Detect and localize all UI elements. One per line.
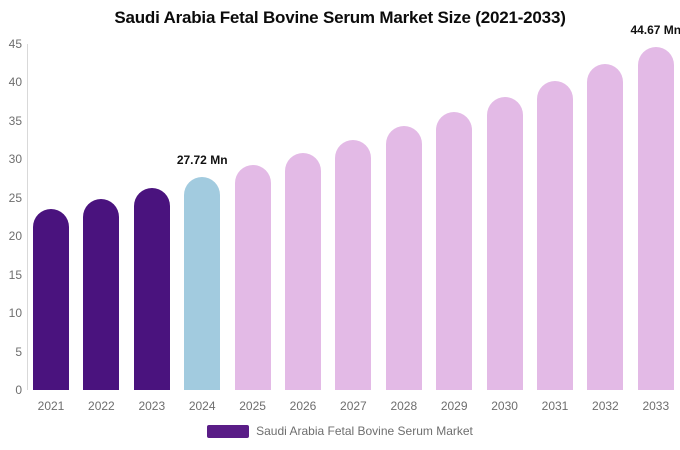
bar-2033[interactable]: [637, 46, 674, 390]
x-axis-label-2027: 2027: [340, 399, 367, 413]
bar-2029[interactable]: [436, 112, 473, 390]
legend-label: Saudi Arabia Fetal Bovine Serum Market: [256, 424, 473, 438]
x-axis-label-2024: 2024: [188, 399, 216, 413]
y-axis-tick-label-10: 10: [8, 306, 22, 321]
y-axis-tick-label-20: 20: [8, 229, 22, 244]
bar-2027[interactable]: [335, 140, 372, 390]
bar-2026[interactable]: [285, 153, 321, 390]
y-axis-tick-label-5: 5: [15, 344, 22, 359]
y-axis-tick-label-45: 45: [8, 37, 22, 51]
annotation-2024: 27.72 Mn: [176, 152, 228, 167]
x-axis-label-2023: 2023: [138, 399, 166, 413]
x-axis-label-2022: 2022: [88, 399, 115, 413]
y-axis-tick-label-0: 0: [15, 383, 22, 397]
x-axis-label-2028: 2028: [390, 399, 418, 413]
x-axis-label-2026: 2026: [289, 399, 317, 413]
y-axis-tick-label-25: 25: [8, 190, 22, 205]
bar-2023[interactable]: [133, 187, 170, 390]
y-axis-tick-label-15: 15: [8, 267, 22, 282]
y-axis-tick-label-35: 35: [8, 113, 22, 128]
x-axis-label-2031: 2031: [541, 399, 569, 413]
chart-title: Saudi Arabia Fetal Bovine Serum Market S…: [114, 8, 566, 27]
bar-2032[interactable]: [587, 63, 624, 390]
bar-2030[interactable]: [486, 97, 523, 390]
y-axis-tick-label-40: 40: [8, 75, 22, 90]
bar-2028[interactable]: [385, 126, 422, 390]
y-axis-tick-label-30: 30: [8, 152, 22, 167]
x-axis-label-2021: 2021: [37, 399, 65, 413]
bar-2025[interactable]: [234, 165, 271, 390]
bar-2022[interactable]: [83, 198, 120, 390]
bar-2021[interactable]: [33, 208, 69, 390]
legend-swatch-icon: [207, 425, 250, 438]
x-axis-label-2025: 2025: [239, 399, 266, 413]
y-axis-line: [27, 44, 28, 390]
x-axis-label-2030: 2030: [491, 399, 518, 413]
x-axis-label-2033: 2033: [642, 399, 670, 413]
x-axis-label-2032: 2032: [592, 399, 619, 413]
bar-2031[interactable]: [537, 80, 573, 390]
bar-2024[interactable]: [184, 176, 221, 390]
x-axis-label-2029: 2029: [440, 399, 468, 413]
annotation-2033: 44.67 Mn: [630, 22, 680, 37]
legend-item[interactable]: Saudi Arabia Fetal Bovine Serum Market: [0, 425, 680, 438]
